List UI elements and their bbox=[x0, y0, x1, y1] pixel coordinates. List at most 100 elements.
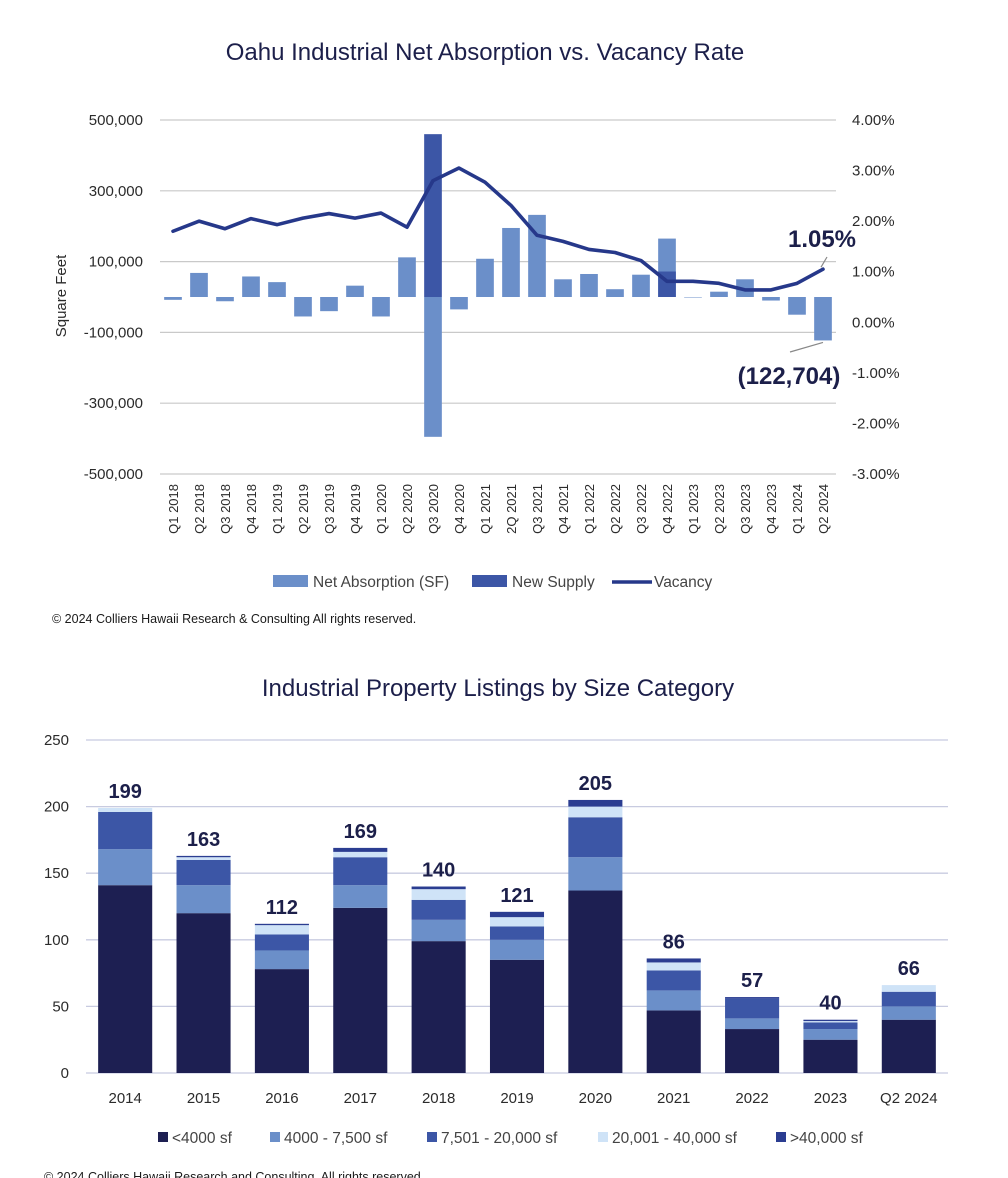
stacked-bar-segment bbox=[411, 886, 466, 890]
vacancy-series-line bbox=[171, 166, 825, 292]
stacked-bar-segment bbox=[646, 1010, 701, 1073]
stacked-bar-segment bbox=[254, 925, 309, 935]
x-tick-label: 2Q 2021 bbox=[504, 484, 519, 534]
y-tick-label: -300,000 bbox=[84, 395, 143, 412]
x-tick-label: Q1 2019 bbox=[270, 484, 285, 534]
y2-tick-label: 3.00% bbox=[852, 163, 895, 180]
legend-swatch bbox=[158, 1132, 168, 1142]
legend-label: 20,001 - 40,000 sf bbox=[612, 1130, 738, 1147]
legend-label-vacancy: Vacancy bbox=[654, 574, 713, 591]
x-tick-label: 2020 bbox=[579, 1090, 612, 1107]
stacked-bar-segment bbox=[646, 958, 701, 963]
stacked-bar-segment bbox=[725, 997, 780, 999]
x-tick-label: Q3 2020 bbox=[426, 484, 441, 534]
x-tick-label: Q2 2023 bbox=[712, 484, 727, 534]
x-tick-label: Q3 2023 bbox=[738, 484, 753, 534]
x-tick-label: 2015 bbox=[187, 1090, 220, 1107]
net-absorption-bar bbox=[398, 257, 416, 297]
x-tick-label: Q1 2021 bbox=[478, 484, 493, 534]
y-tick-label: 100,000 bbox=[89, 254, 143, 271]
bar-total-label: 199 bbox=[108, 781, 141, 803]
net-absorption-bar bbox=[476, 258, 494, 297]
stacked-bar-segment bbox=[881, 991, 936, 1007]
stacked-bar-segment bbox=[489, 926, 545, 940]
x-tick-label: Q1 2024 bbox=[790, 484, 805, 534]
stacked-bar-segment bbox=[98, 807, 153, 812]
x-tick-label: 2017 bbox=[344, 1090, 377, 1107]
x-tick-label: Q4 2022 bbox=[660, 484, 675, 534]
net-absorption-bar bbox=[346, 285, 364, 297]
legend-label: 4000 - 7,500 sf bbox=[284, 1130, 388, 1147]
legend-swatch bbox=[776, 1132, 786, 1142]
stacked-bar-segment bbox=[254, 950, 309, 970]
x-tick-label: Q4 2020 bbox=[452, 484, 467, 534]
stacked-bar-segment bbox=[568, 857, 623, 891]
stacked-bar-segment bbox=[725, 998, 780, 1019]
x-tick-label: Q1 2018 bbox=[166, 484, 181, 534]
net-absorption-bar bbox=[164, 297, 182, 300]
legend-label: <4000 sf bbox=[172, 1130, 233, 1147]
net-absorption-bar bbox=[502, 227, 520, 297]
new-supply-bar bbox=[424, 134, 442, 297]
stacked-bar-segment bbox=[176, 855, 231, 858]
bar-total-label: 66 bbox=[898, 958, 920, 980]
bar-total-label: 57 bbox=[741, 970, 763, 992]
y-tick-label: 100 bbox=[44, 932, 69, 949]
stacked-bar-segment bbox=[333, 857, 388, 886]
y2-tick-label: 1.00% bbox=[852, 264, 895, 281]
net-absorption-bar bbox=[268, 282, 286, 297]
net-absorption-bar bbox=[710, 291, 728, 297]
chart1-vacancy-line bbox=[171, 166, 825, 292]
bar-total-label: 140 bbox=[422, 860, 455, 882]
stacked-bar-segment bbox=[803, 1021, 858, 1023]
net-absorption-bar bbox=[632, 274, 650, 297]
stacked-bar-segment bbox=[568, 806, 623, 818]
net-absorption-bar bbox=[372, 297, 390, 317]
x-tick-label: Q3 2021 bbox=[530, 484, 545, 534]
net-absorption-bar bbox=[554, 279, 572, 297]
net-absorption-bar bbox=[320, 297, 338, 312]
net-absorption-bar bbox=[190, 272, 208, 297]
y2-tick-label: -3.00% bbox=[852, 466, 900, 483]
net-absorption-bar bbox=[814, 297, 832, 341]
y2-tick-label: -1.00% bbox=[852, 365, 900, 382]
y-tick-label: -100,000 bbox=[84, 324, 143, 341]
bar-total-label: 86 bbox=[663, 931, 685, 953]
y-tick-label: 150 bbox=[44, 865, 69, 882]
bar-total-label: 112 bbox=[266, 897, 298, 919]
x-tick-label: 2021 bbox=[657, 1090, 690, 1107]
stacked-bar-segment bbox=[176, 857, 231, 860]
chart1-copyright: © 2024 Colliers Hawaii Research & Consul… bbox=[52, 612, 416, 626]
y2-tick-label: 4.00% bbox=[852, 112, 895, 129]
x-tick-label: 2016 bbox=[265, 1090, 298, 1107]
x-tick-label: 2019 bbox=[500, 1090, 533, 1107]
stacked-bar-segment bbox=[646, 990, 701, 1011]
stacked-bar-segment bbox=[803, 1022, 858, 1030]
x-tick-label: Q2 2019 bbox=[296, 484, 311, 534]
x-tick-label: Q1 2022 bbox=[582, 484, 597, 534]
stacked-bar-segment bbox=[489, 959, 545, 1073]
stacked-bar-segment bbox=[568, 890, 623, 1073]
stacked-bar-segment bbox=[176, 913, 231, 1073]
chart2-total-labels: 199 163 112 169 140 121 205 86 57 40 66 bbox=[108, 773, 919, 1015]
chart2-legend: <4000 sf 4000 - 7,500 sf 7,501 - 20,000 sf… bbox=[158, 1130, 864, 1147]
legend-label: >40,000 sf bbox=[790, 1130, 864, 1147]
chart1-y2-ticks: 4.00% 3.00% 2.00% 1.00% 0.00% -1.00% -2.00% -3.… bbox=[852, 112, 900, 483]
stacked-bar-segment bbox=[254, 969, 309, 1073]
legend-swatch bbox=[598, 1132, 608, 1142]
stacked-bar-segment bbox=[646, 970, 701, 991]
stacked-bar-segment bbox=[411, 919, 466, 942]
x-tick-label: Q3 2022 bbox=[634, 484, 649, 534]
x-tick-label: Q4 2021 bbox=[556, 484, 571, 534]
y-tick-label: 300,000 bbox=[89, 183, 143, 200]
chart1-gridlines bbox=[160, 119, 836, 475]
x-tick-label: 2023 bbox=[814, 1090, 847, 1107]
chart1-title: Oahu Industrial Net Absorption vs. Vacan… bbox=[226, 39, 745, 66]
x-tick-label: 2018 bbox=[422, 1090, 455, 1107]
chart2-y-ticks: 250 200 150 100 50 0 bbox=[44, 732, 69, 1082]
net-absorption-bar bbox=[580, 273, 598, 297]
net-absorption-bar bbox=[450, 297, 468, 310]
x-tick-label: Q1 2023 bbox=[686, 484, 701, 534]
bar-total-label: 169 bbox=[344, 821, 377, 843]
